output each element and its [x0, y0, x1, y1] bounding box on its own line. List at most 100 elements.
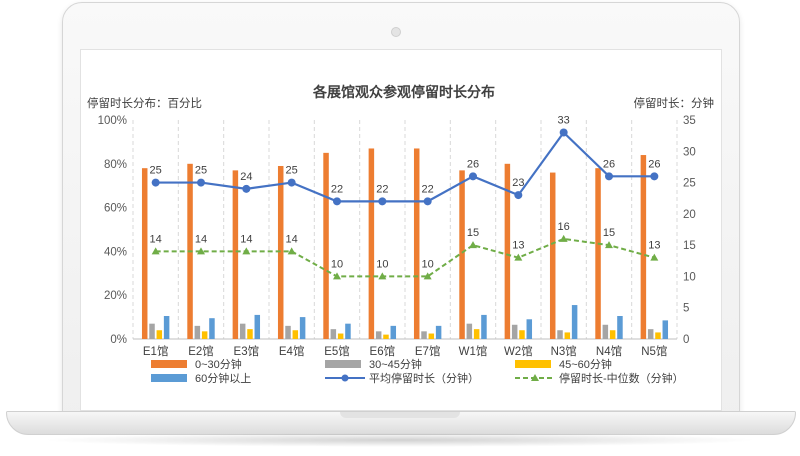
bar [526, 319, 533, 339]
average-marker [242, 184, 251, 193]
bar [254, 314, 261, 339]
bar [323, 152, 329, 339]
x-tick-label: N3馆 [551, 344, 577, 358]
median-marker [650, 253, 659, 261]
bar-series [141, 148, 669, 339]
bar [602, 324, 609, 339]
data-label: 23 [512, 177, 524, 189]
average-marker [559, 128, 568, 137]
legend-label: 45~60分钟 [559, 357, 612, 371]
data-label: 13 [512, 240, 524, 252]
right-tick-label: 10 [683, 271, 696, 283]
legend-swatch [325, 360, 361, 368]
right-axis: 0 5 10 15 20 25 30 35 [683, 115, 696, 346]
data-label: 22 [331, 183, 343, 195]
median-marker [287, 247, 296, 255]
bar [368, 148, 375, 339]
bar [141, 168, 148, 339]
average-marker [333, 197, 341, 206]
data-label: 25 [150, 165, 162, 177]
x-axis: E1馆 E2馆 E3馆 E4馆 E5馆 E6馆 E7馆 W1馆 W2馆 N3馆 N4馆 N5馆 [143, 344, 668, 358]
legend-label: 平均停留时长（分钟） [369, 371, 479, 385]
median-marker [378, 272, 387, 280]
chart: 各展馆观众参观停留时长分布 停留时长分布：百分比 停留时长：分钟 0% 20% 40… [87, 84, 715, 385]
right-tick-label: 20 [683, 209, 696, 221]
legend-label: 60分钟以上 [195, 371, 251, 385]
right-axis-title: 停留时长：分钟 [634, 96, 715, 110]
bar [285, 325, 291, 339]
average-marker [151, 178, 160, 187]
laptop-notch [340, 412, 460, 418]
median-marker [605, 241, 613, 249]
x-tick-label: W2馆 [504, 344, 533, 358]
data-label: 33 [558, 115, 570, 127]
bar [375, 331, 382, 339]
average-marker [469, 172, 477, 181]
data-label: 24 [240, 171, 252, 183]
legend: 0~30分钟 30~45分钟 45~60分钟 60分钟以上 平均停留时长（分钟） 停留时长… [151, 357, 684, 385]
bar [564, 332, 571, 339]
bar [473, 329, 480, 339]
median-line [155, 237, 655, 278]
bar [337, 333, 344, 339]
left-tick-label: 80% [104, 159, 127, 171]
data-label: 13 [648, 240, 660, 252]
bar [595, 168, 601, 339]
data-label: 26 [467, 158, 479, 170]
bar [549, 172, 556, 339]
bar [277, 165, 284, 339]
x-tick-label: E3馆 [234, 344, 260, 358]
median-marker [333, 272, 341, 280]
camera-icon [391, 27, 401, 37]
data-label: 10 [376, 258, 388, 270]
right-tick-label: 5 [683, 303, 689, 315]
bar [617, 316, 623, 339]
bar [149, 323, 155, 339]
legend-marker [341, 374, 349, 382]
bar [640, 155, 647, 339]
bar [232, 170, 239, 339]
bar [519, 330, 525, 339]
bar [428, 333, 435, 339]
median-marker [197, 247, 205, 255]
average-marker [605, 172, 613, 181]
data-label: 22 [376, 183, 388, 195]
laptop-shadow [40, 433, 760, 447]
bar [209, 318, 215, 339]
bar [156, 330, 163, 339]
data-label: 26 [648, 158, 660, 170]
chart-title: 各展馆观众参观停留时长分布 [312, 84, 495, 100]
grid [132, 120, 678, 340]
data-label: 10 [422, 258, 434, 270]
average-marker [514, 191, 523, 200]
average-marker [287, 178, 296, 187]
bar [421, 331, 427, 339]
screen: 各展馆观众参观停留时长分布 停留时长分布：百分比 停留时长：分钟 0% 20% 40… [80, 49, 722, 411]
average-marker [197, 178, 205, 187]
left-axis: 0% 20% 40% 60% 80% 100% [98, 115, 127, 346]
legend-swatch [515, 360, 551, 368]
bar [466, 323, 473, 339]
data-label: 26 [603, 158, 615, 170]
bar [247, 329, 253, 339]
average-line [155, 130, 655, 203]
legend-label: 停留时长-中位数（分钟） [559, 371, 684, 385]
median-marker [151, 247, 160, 255]
left-tick-label: 100% [98, 115, 127, 127]
bar [481, 314, 487, 339]
right-tick-label: 15 [683, 240, 696, 252]
x-tick-label: E2馆 [188, 344, 214, 358]
bar [557, 330, 563, 339]
data-label: 25 [286, 165, 298, 177]
legend-swatch [151, 374, 187, 382]
legend-marker [531, 374, 539, 381]
x-tick-label: E5馆 [324, 344, 350, 358]
x-tick-label: E4馆 [279, 344, 305, 358]
bar [299, 317, 306, 339]
bar [163, 316, 170, 339]
data-label: 14 [286, 233, 298, 245]
bar [383, 334, 389, 339]
data-label: 16 [558, 221, 570, 233]
median-marker [469, 241, 477, 249]
bar [571, 305, 578, 339]
